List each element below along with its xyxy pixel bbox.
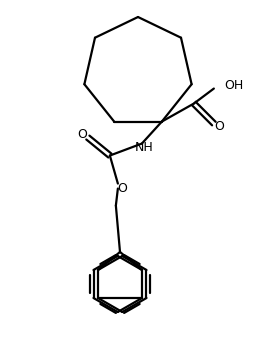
Text: O: O bbox=[214, 120, 224, 133]
Text: O: O bbox=[77, 128, 87, 141]
Text: OH: OH bbox=[224, 79, 243, 92]
Text: NH: NH bbox=[134, 141, 153, 154]
Text: O: O bbox=[117, 182, 127, 195]
